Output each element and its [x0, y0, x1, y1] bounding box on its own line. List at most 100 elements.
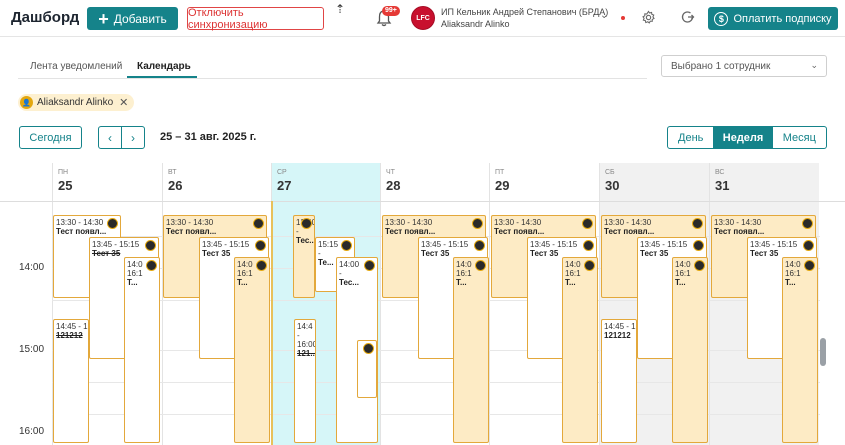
event-title: 121... — [297, 349, 316, 358]
event-title: Тест появл... — [604, 227, 655, 236]
view-month-button[interactable]: Месяц — [782, 131, 816, 144]
hour-line — [52, 382, 820, 383]
avatar — [692, 218, 703, 229]
dollar-icon: $ — [714, 11, 729, 26]
avatar — [584, 260, 595, 271]
active-tab-underline — [127, 76, 197, 78]
add-button[interactable]: + Добавить — [87, 7, 178, 30]
avatar — [804, 260, 815, 271]
calendar-event[interactable]: 14:4-16:00 121... — [294, 319, 316, 443]
day-column-thu[interactable]: чт 28 — [380, 163, 489, 445]
calendar-event[interactable]: 14:0 16:1 Т... — [234, 257, 270, 443]
tab-calendar[interactable]: Календарь — [137, 61, 191, 72]
day-number: 31 — [715, 178, 730, 193]
event-time: 14:0 — [785, 260, 801, 269]
chevron-down-icon: ⌄ — [810, 60, 818, 70]
event-title: Тест появл... — [166, 227, 217, 236]
event-time: 14:0 — [237, 260, 253, 269]
event-time: 13:45 - 15:15 — [530, 240, 578, 249]
event-title: 121212 — [604, 331, 631, 340]
day-number: 30 — [605, 178, 620, 193]
event-title: Тест 35 — [750, 249, 779, 258]
chevron-down-icon[interactable]: ⌄ — [600, 10, 609, 21]
time-label: 14:00 — [19, 262, 45, 273]
day-number: 26 — [168, 178, 183, 193]
calendar-event[interactable]: 13:30-Тес... — [293, 215, 315, 298]
pay-subscription-button[interactable]: $ Оплатить подписку — [708, 7, 838, 30]
event-title: Тес... — [296, 236, 315, 245]
week-calendar: пн 25 вт 26 ср 27 чт 28 пт 29 сб 30 вс 31 14:00… — [0, 163, 845, 445]
week-navigation: ‹ › — [98, 126, 145, 149]
employee-select[interactable]: Выбрано 1 сотрудник ⌄ — [661, 55, 827, 77]
view-switcher: День Неделя Месяц — [667, 126, 827, 149]
view-week-button[interactable]: Неделя — [714, 127, 773, 148]
event-time: 16:1 — [565, 269, 581, 278]
calendar-event[interactable]: 14:0 16:1 Т... — [124, 257, 160, 443]
avatar — [253, 218, 264, 229]
prev-week-button[interactable]: ‹ — [99, 127, 122, 148]
event-title: Т... — [785, 278, 796, 287]
avatar — [363, 343, 374, 354]
day-abbr: пт — [495, 169, 505, 176]
tab-notifications-feed[interactable]: Лента уведомлений — [30, 61, 123, 72]
event-title: Тест 35 — [640, 249, 669, 258]
day-abbr: ср — [277, 169, 287, 176]
add-button-label: Добавить — [113, 11, 167, 26]
event-time: - — [339, 269, 342, 278]
calendar-event[interactable]: 14:0 16:1 Т... — [782, 257, 818, 443]
day-abbr: вс — [715, 169, 725, 176]
day-number: 28 — [386, 178, 401, 193]
event-title: Т... — [456, 278, 467, 287]
event-title: Тес... — [339, 278, 359, 287]
date-range-label: 25 – 31 авг. 2025 г. — [160, 131, 257, 143]
gear-icon[interactable] — [641, 10, 656, 25]
avatar — [803, 240, 814, 251]
calendar-event[interactable] — [357, 340, 377, 398]
avatar — [474, 240, 485, 251]
event-time: 14:0 — [127, 260, 143, 269]
calendar-event[interactable]: 14:0 16:1 Т... — [672, 257, 708, 443]
event-time: 14:45 - 16 — [56, 322, 89, 331]
view-day-button[interactable]: День — [668, 127, 715, 148]
day-column-tue[interactable]: вт 26 — [162, 163, 271, 445]
event-title: Тест 35 — [202, 249, 231, 258]
event-title: Т... — [565, 278, 576, 287]
day-column-mon[interactable]: пн 25 — [52, 163, 162, 445]
plus-icon: + — [98, 8, 109, 29]
event-title: Тест появл... — [56, 227, 107, 236]
event-title: Тест появл... — [714, 227, 765, 236]
organization-logo[interactable]: LFC — [411, 6, 435, 30]
avatar: 👤 — [20, 96, 33, 109]
event-time: 14:0 — [565, 260, 581, 269]
avatar — [256, 260, 267, 271]
today-button[interactable]: Сегодня — [19, 126, 82, 149]
day-column-fri[interactable]: пт 29 — [489, 163, 599, 445]
event-time: 14:00 — [339, 260, 360, 269]
vertical-scrollbar[interactable] — [820, 338, 826, 366]
calendar-event[interactable]: 14:45 - 16 121212 — [53, 319, 89, 443]
event-title: Т... — [127, 278, 138, 287]
avatar — [107, 218, 118, 229]
event-time: 13:30 - 14:30 — [714, 218, 762, 227]
disable-sync-button[interactable]: Отключить синхронизацию — [187, 7, 324, 31]
calendar-event[interactable]: 14:0 16:1 Т... — [453, 257, 489, 443]
calendar-event[interactable]: 14:45 - 16 121212 — [601, 319, 637, 443]
event-title: Тест появл... — [494, 227, 545, 236]
current-user-name[interactable]: Aliaksandr Alinko — [441, 19, 510, 29]
logout-icon[interactable] — [681, 10, 695, 24]
event-time: 13:30 - 14:30 — [166, 218, 214, 227]
calendar-event[interactable]: 14:0 16:1 Т... — [562, 257, 598, 443]
next-week-button[interactable]: › — [131, 130, 135, 145]
event-title: Т... — [237, 278, 248, 287]
event-time: 14:4 — [297, 322, 313, 331]
organization-name[interactable]: ИП Кельник Андрей Степанович (БРДА) — [441, 7, 609, 17]
event-time: 16:1 — [785, 269, 801, 278]
avatar — [475, 260, 486, 271]
notification-badge: 99+ — [382, 6, 400, 16]
pay-subscription-label: Оплатить подписку — [733, 12, 832, 25]
event-title: Т... — [675, 278, 686, 287]
close-icon[interactable]: ✕ — [119, 97, 129, 109]
hour-line — [52, 414, 820, 415]
event-time: 16:1 — [127, 269, 143, 278]
avatar — [341, 240, 352, 251]
